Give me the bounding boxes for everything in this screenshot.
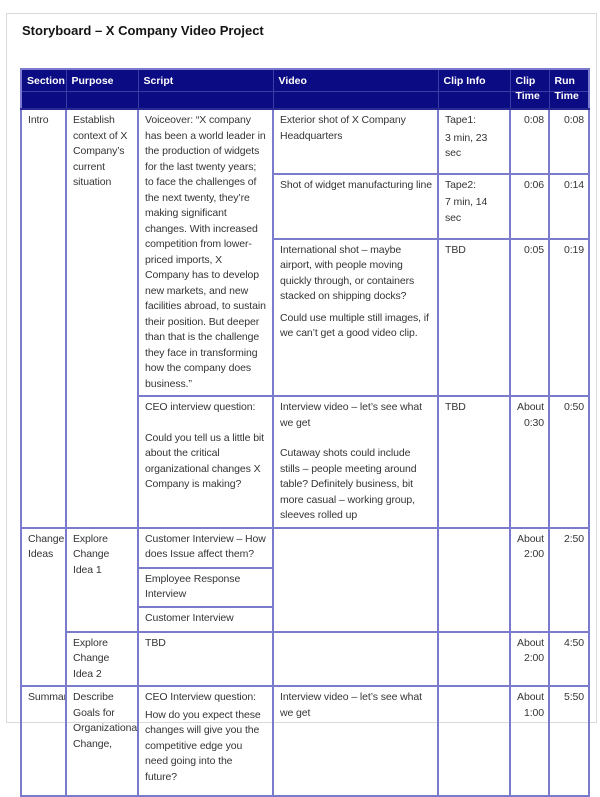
- table-row: Change Ideas Explore Change Idea 1 Custo…: [20, 526, 590, 687]
- cell-runtime-shot3: 0:19: [548, 237, 590, 398]
- cell-purpose-summary: Describe Goals for Organizational Change…: [65, 685, 139, 797]
- cell-cliptime-summary: About 1:00: [509, 685, 550, 797]
- cell-purpose-idea2: Explore Change Idea 2: [65, 630, 139, 687]
- storyboard-table: Section Purpose Script Video Clip Info C…: [20, 68, 590, 797]
- cell-clipinfo-idea2-empty: [437, 630, 511, 687]
- table-row: International shot – maybe airport, with…: [21, 237, 590, 398]
- cell-cliptime-shot3: 0:05: [509, 237, 550, 398]
- cell-script-employee-interview: Employee Response Interview: [137, 566, 274, 608]
- video-paragraph: International shot – maybe airport, with…: [280, 243, 415, 303]
- cell-runtime-ceo: 0:50: [548, 395, 590, 529]
- cell-section-change-ideas: Change Ideas: [20, 526, 67, 687]
- cell-clipinfo-shot1: Tape1: 3 min, 23 sec: [437, 108, 511, 175]
- cell-cliptime-ceo: About 0:30: [509, 395, 550, 529]
- cell-runtime-summary: 5:50: [548, 685, 590, 797]
- cell-script-customer-interview-2: Customer Interview: [137, 605, 274, 633]
- clipinfo-tape-label: Tape1:: [445, 114, 476, 126]
- col-header-purpose: Purpose: [65, 68, 139, 110]
- cell-runtime-shot1: 0:08: [548, 108, 590, 175]
- table-row: Intro Establish context of X Company’s c…: [20, 108, 590, 529]
- table-row: Customer Interview: [21, 605, 589, 633]
- cell-clipinfo-shot3: TBD: [437, 237, 511, 398]
- cell-cliptime-idea2: About 2:00: [509, 630, 550, 687]
- col-header-run-time: Run Time: [548, 68, 590, 110]
- cell-video-shot3: International shot – maybe airport, with…: [272, 237, 439, 398]
- table-row: Explore Change Idea 2 TBD About 2:00 4:5…: [21, 630, 590, 687]
- cell-script-idea2: TBD: [137, 630, 274, 687]
- cell-script-ceo-question: CEO interview question: Could you tell u…: [137, 395, 274, 529]
- col-header-clip-info: Clip Info: [437, 68, 511, 110]
- script-paragraph: Could you tell us a little bit about the…: [145, 431, 264, 491]
- col-header-section: Section: [20, 68, 67, 110]
- cell-runtime-idea1: 2:50: [548, 526, 590, 633]
- cell-purpose-intro: Establish context of X Company’s current…: [65, 108, 139, 529]
- cell-section-intro: Intro: [20, 108, 67, 529]
- video-paragraph: Interview video – let’s see what we get: [280, 401, 422, 429]
- cell-cliptime-shot2: 0:06: [509, 172, 550, 240]
- table-row: Summary Describe Goals for Organizationa…: [20, 685, 590, 797]
- cell-clipinfo-shot2: Tape2: 7 min, 14 sec: [437, 172, 511, 240]
- page-title: Storyboard – X Company Video Project: [22, 23, 264, 38]
- cell-clipinfo-ceo: TBD: [437, 395, 511, 529]
- cell-runtime-shot2: 0:14: [548, 172, 590, 240]
- cell-cliptime-idea1: About 2:00: [509, 526, 550, 633]
- script-paragraph: CEO Interview question:: [145, 691, 256, 703]
- table-row: Employee Response Interview: [21, 566, 589, 608]
- cell-purpose-idea1: Explore Change Idea 1: [65, 526, 139, 633]
- document-page: { "title": "Storyboard – X Company Video…: [6, 13, 597, 797]
- cell-cliptime-shot1: 0:08: [509, 108, 550, 175]
- cell-video-idea1-empty: [272, 526, 439, 633]
- cell-clipinfo-idea1-empty: [437, 526, 511, 633]
- video-paragraph: Cutaway shots could include stills – peo…: [280, 447, 417, 521]
- table-row: Shot of widget manufacturing line Tape2:…: [21, 172, 590, 240]
- clipinfo-tape-label: Tape2:: [445, 178, 476, 191]
- cell-script-voiceover: Voiceover: “X company has been a world l…: [137, 108, 274, 397]
- col-header-video: Video: [272, 68, 439, 110]
- col-header-script: Script: [137, 68, 274, 110]
- cell-video-summary: Interview video – let’s see what we get: [272, 685, 439, 797]
- cell-script-customer-interview-1: Customer Interview – How does Issue affe…: [137, 526, 274, 569]
- cell-section-summary: Summary: [20, 685, 67, 797]
- cell-script-summary: CEO Interview question: How do you expec…: [137, 685, 274, 797]
- cell-video-shot1: Exterior shot of X Company Headquarters: [272, 108, 439, 175]
- table-row: CEO interview question: Could you tell u…: [21, 395, 590, 529]
- script-paragraph: CEO interview question:: [145, 401, 256, 413]
- script-paragraph: How do you expect these changes will giv…: [145, 708, 261, 783]
- cell-clipinfo-summary-empty: [437, 685, 511, 797]
- col-header-clip-time: Clip Time: [509, 68, 550, 110]
- table-header-row: Section Purpose Script Video Clip Info C…: [20, 68, 590, 110]
- cell-video-ceo-interview: Interview video – let’s see what we get …: [272, 395, 439, 529]
- clipinfo-tape-length: 3 min, 23 sec: [445, 131, 488, 160]
- cell-runtime-idea2: 4:50: [548, 630, 590, 687]
- video-paragraph: Could use multiple still images, if we c…: [280, 311, 429, 340]
- clipinfo-tape-length: 7 min, 14 sec: [445, 196, 488, 224]
- cell-video-shot2: Shot of widget manufacturing line: [272, 172, 439, 240]
- cell-video-idea2-empty: [272, 630, 439, 687]
